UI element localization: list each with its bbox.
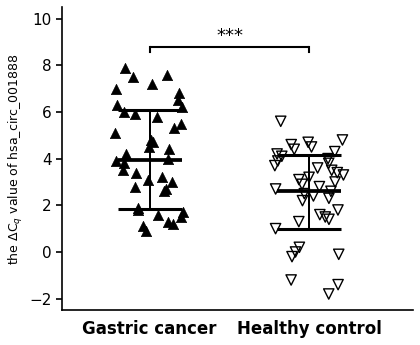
Point — [121, 160, 127, 166]
Point — [123, 151, 129, 157]
Point — [274, 158, 281, 164]
Point — [165, 147, 172, 152]
Point — [336, 252, 342, 257]
Point — [322, 214, 328, 220]
Point — [150, 139, 157, 145]
Point — [278, 154, 285, 159]
Point — [306, 175, 312, 180]
Point — [158, 175, 165, 180]
Point — [310, 193, 317, 199]
Point — [135, 207, 142, 213]
Point — [272, 226, 279, 231]
Point — [163, 72, 170, 77]
Y-axis label: the $\Delta$C$_q$ value of hsa_circ_001888: the $\Delta$C$_q$ value of hsa_circ_0018… — [7, 53, 25, 265]
Point — [334, 170, 341, 175]
Point — [305, 139, 312, 145]
Point — [174, 98, 181, 103]
Point — [130, 74, 136, 80]
Point — [140, 224, 147, 229]
Point — [143, 228, 150, 234]
Point — [165, 219, 172, 224]
Point — [272, 186, 279, 192]
Point — [113, 158, 119, 164]
Point — [111, 130, 118, 136]
Point — [295, 219, 302, 224]
Point — [288, 277, 294, 283]
Point — [271, 163, 278, 168]
Point — [112, 86, 119, 91]
Point — [326, 217, 332, 222]
Point — [328, 189, 334, 194]
Point — [288, 142, 294, 147]
Point — [325, 156, 331, 161]
Point — [178, 121, 184, 126]
Point — [168, 179, 175, 185]
Point — [122, 65, 129, 70]
Point — [335, 282, 341, 287]
Point — [134, 205, 141, 210]
Point — [165, 156, 172, 161]
Point — [328, 168, 335, 173]
Point — [340, 172, 347, 178]
Point — [326, 196, 332, 201]
Point — [289, 254, 295, 259]
Point — [332, 179, 339, 185]
Point — [119, 168, 126, 173]
Point — [335, 207, 341, 213]
Point — [314, 165, 321, 171]
Point — [131, 111, 138, 117]
Point — [154, 114, 160, 119]
Point — [149, 81, 155, 87]
Text: ***: *** — [216, 28, 243, 46]
Point — [148, 137, 155, 143]
Point — [145, 144, 152, 150]
Point — [133, 170, 140, 175]
Point — [308, 144, 315, 150]
Point — [121, 109, 128, 115]
Point — [326, 160, 332, 166]
Point — [316, 184, 323, 189]
Point — [176, 90, 182, 96]
Point — [291, 147, 298, 152]
Point — [301, 191, 308, 196]
Point — [160, 189, 167, 194]
Point — [274, 151, 281, 157]
Point — [277, 119, 284, 124]
Point — [131, 184, 138, 189]
Point — [180, 209, 186, 215]
Point — [331, 149, 338, 155]
Point — [292, 249, 299, 255]
Point — [299, 181, 305, 187]
Point — [317, 212, 323, 217]
Point — [339, 137, 346, 143]
Point — [113, 102, 120, 108]
Point — [169, 221, 176, 227]
Point — [178, 105, 185, 110]
Point — [326, 291, 332, 297]
Point — [296, 245, 303, 250]
Point — [144, 177, 151, 183]
Point — [178, 214, 185, 220]
Point — [296, 177, 302, 183]
Point — [299, 198, 306, 204]
Point — [155, 212, 162, 217]
Point — [171, 126, 178, 131]
Point — [163, 186, 169, 192]
